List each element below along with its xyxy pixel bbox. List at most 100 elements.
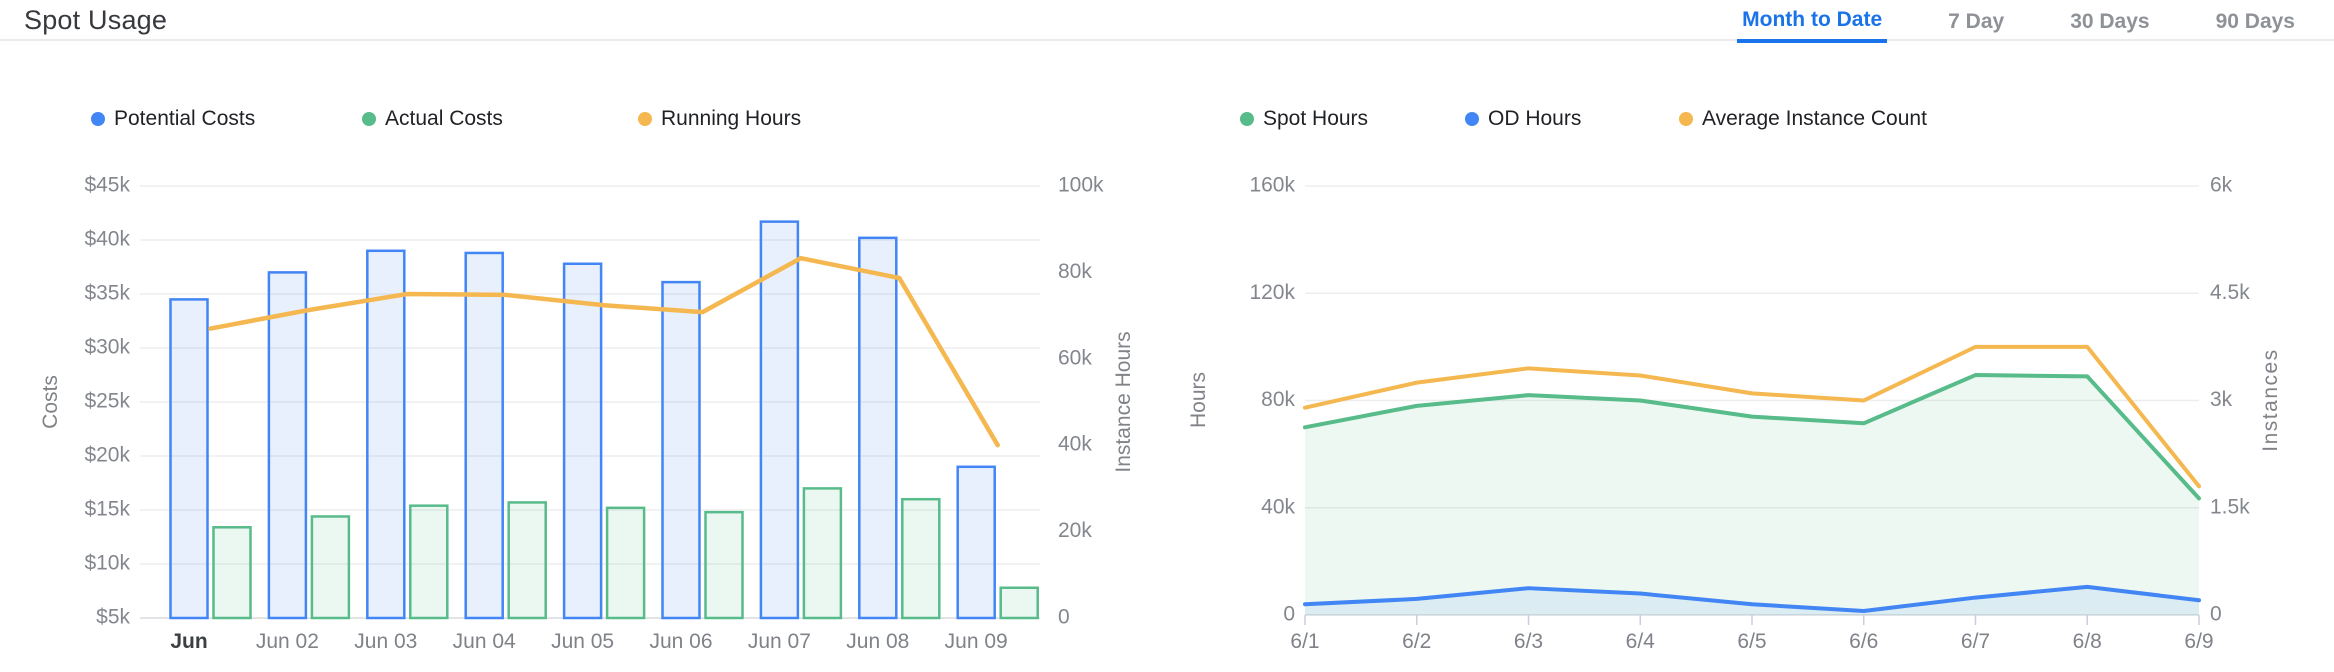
y-right-tick-label: 80k bbox=[1058, 260, 1092, 283]
x-category-label: Jun 09 bbox=[945, 630, 1008, 653]
y-left-tick-label: $40k bbox=[84, 228, 130, 251]
legend-label: Actual Costs bbox=[385, 107, 503, 130]
y-right-tick-label: 4.5k bbox=[2210, 281, 2250, 304]
legend-item-actual-costs[interactable]: Actual Costs bbox=[362, 106, 503, 132]
x-category-label: Jun 07 bbox=[748, 630, 811, 653]
spot-hours-line bbox=[1303, 373, 2201, 501]
y-left-axis-title: Costs bbox=[39, 375, 62, 429]
y-left-tick-label: 0 bbox=[1283, 603, 1295, 626]
legend-item-potential-costs[interactable]: Potential Costs bbox=[91, 106, 255, 132]
y-right-axis-title: Instances bbox=[2259, 348, 2282, 451]
y-left-tick-label: $45k bbox=[84, 174, 130, 197]
page-title: Spot Usage bbox=[24, 5, 168, 35]
average-instance-count-line bbox=[1303, 344, 2201, 489]
actual-costs-bar bbox=[409, 504, 449, 620]
header: Spot Usage Month to Date 7 Day 30 Days 90 D… bbox=[0, 0, 2334, 43]
x-category-label: Jun 05 bbox=[551, 630, 614, 653]
y-right-axis-title: Instance Hours bbox=[1112, 331, 1135, 472]
y-right-tick-label: 6k bbox=[2210, 174, 2233, 197]
y-left-tick-label: 40k bbox=[1261, 495, 1295, 518]
y-right-tick-label: 0 bbox=[1058, 606, 1070, 629]
y-right-tick-label: 20k bbox=[1058, 519, 1092, 542]
y-left-tick-label: $20k bbox=[84, 444, 130, 467]
y-left-tick-label: $35k bbox=[84, 282, 130, 305]
tab-month-to-date[interactable]: Month to Date bbox=[1737, 0, 1888, 43]
x-category-label: 6/2 bbox=[1402, 630, 1431, 653]
x-category-label: Jun 03 bbox=[354, 630, 417, 653]
tab-90-days[interactable]: 90 Days bbox=[2215, 9, 2295, 33]
y-right-tick-label: 3k bbox=[2210, 388, 2233, 411]
running-hours-line bbox=[208, 255, 1000, 448]
legend-item-od-hours[interactable]: OD Hours bbox=[1465, 106, 1581, 132]
potential-costs-bar bbox=[169, 298, 209, 620]
potential-costs-bar bbox=[661, 280, 701, 620]
hours-chart-legend: Spot Hours OD Hours Average Instance Count bbox=[1180, 106, 2334, 132]
y-left-tick-label: $10k bbox=[84, 552, 130, 575]
legend-dot-green bbox=[362, 112, 376, 126]
x-category-label: 6/9 bbox=[2184, 630, 2213, 653]
actual-costs-bar bbox=[999, 586, 1039, 620]
y-right-tick-label: 100k bbox=[1058, 174, 1104, 197]
x-category-label: 6/5 bbox=[1737, 630, 1766, 653]
y-right-tick-label: 60k bbox=[1058, 346, 1092, 369]
tab-30-days[interactable]: 30 Days bbox=[2070, 9, 2150, 33]
potential-costs-bar bbox=[956, 465, 996, 620]
legend-label: Spot Hours bbox=[1263, 107, 1369, 130]
legend-dot-blue bbox=[1465, 112, 1479, 126]
y-left-tick-label: $5k bbox=[96, 606, 130, 629]
x-category-label: 6/6 bbox=[1849, 630, 1878, 653]
actual-costs-bar bbox=[605, 506, 646, 620]
x-category-label: Jun 08 bbox=[846, 630, 909, 653]
y-left-tick-label: $25k bbox=[84, 390, 130, 413]
costs-chart-legend: Potential Costs Actual Costs Running Hours bbox=[24, 106, 1154, 132]
y-left-axis-title: Hours bbox=[1187, 372, 1210, 428]
costs-bar-chart: $45k $40k $35k $30k $25k $20k $15k $10k $5k 100k 8… bbox=[39, 174, 1135, 653]
x-category-label: 6/1 bbox=[1290, 630, 1319, 653]
x-category-label: 6/4 bbox=[1626, 630, 1656, 653]
actual-costs-bar bbox=[901, 497, 941, 620]
legend-item-spot-hours[interactable]: Spot Hours bbox=[1240, 106, 1368, 132]
od-hours-area bbox=[1305, 586, 2199, 615]
actual-costs-bar bbox=[802, 487, 843, 620]
legend-label: Running Hours bbox=[661, 107, 802, 130]
legend-dot-green bbox=[1240, 112, 1254, 126]
y-left-tick-label: 80k bbox=[1261, 388, 1295, 411]
actual-costs-bar bbox=[212, 526, 252, 620]
x-category-label: Jun 04 bbox=[453, 630, 516, 653]
legend-dot-orange bbox=[1679, 112, 1693, 126]
potential-costs-bar bbox=[366, 249, 406, 620]
costs-chart-panel: Potential Costs Actual Costs Running Hours… bbox=[24, 90, 1154, 672]
od-hours-line bbox=[1303, 584, 2201, 613]
legend-item-running-hours[interactable]: Running Hours bbox=[638, 106, 801, 132]
y-right-tick-label: 0 bbox=[2210, 603, 2222, 626]
y-left-tick-label: 120k bbox=[1249, 281, 1295, 304]
y-right-tick-label: 1.5k bbox=[2210, 495, 2250, 518]
actual-costs-bar bbox=[704, 510, 744, 620]
legend-item-average-instance-count[interactable]: Average Instance Count bbox=[1679, 106, 1927, 132]
potential-costs-bar bbox=[464, 251, 504, 620]
x-category-label: Jun 06 bbox=[649, 630, 712, 653]
time-range-tabs: Month to Date 7 Day 30 Days 90 Days bbox=[1737, 0, 2300, 43]
hours-area-chart: 160k 120k 80k 40k 0 6k 4.5k 3k 1.5k 0 Hours Instanc… bbox=[1187, 174, 2282, 653]
spot-hours-area bbox=[1305, 375, 2199, 615]
actual-costs-bar bbox=[310, 515, 351, 620]
potential-costs-bar bbox=[267, 271, 308, 620]
legend-label: OD Hours bbox=[1488, 107, 1582, 130]
potential-costs-bar bbox=[759, 220, 800, 620]
actual-costs-bar bbox=[507, 501, 547, 620]
y-right-tick-label: 40k bbox=[1058, 433, 1092, 456]
x-category-label: Jun bbox=[170, 630, 207, 653]
x-category-label: 6/8 bbox=[2073, 630, 2102, 653]
hours-chart-panel: Spot Hours OD Hours Average Instance Count… bbox=[1180, 90, 2334, 672]
y-left-tick-label: $15k bbox=[84, 498, 130, 521]
tab-7-day[interactable]: 7 Day bbox=[1948, 9, 2005, 33]
legend-label: Average Instance Count bbox=[1702, 107, 1927, 130]
x-category-label: 6/7 bbox=[1961, 630, 1990, 653]
y-left-tick-label: $30k bbox=[84, 336, 130, 359]
legend-dot-orange bbox=[638, 112, 652, 126]
potential-costs-bar bbox=[562, 262, 603, 620]
x-category-label: Jun 02 bbox=[256, 630, 319, 653]
x-category-label: 6/3 bbox=[1514, 630, 1543, 653]
potential-costs-bar bbox=[858, 236, 898, 620]
